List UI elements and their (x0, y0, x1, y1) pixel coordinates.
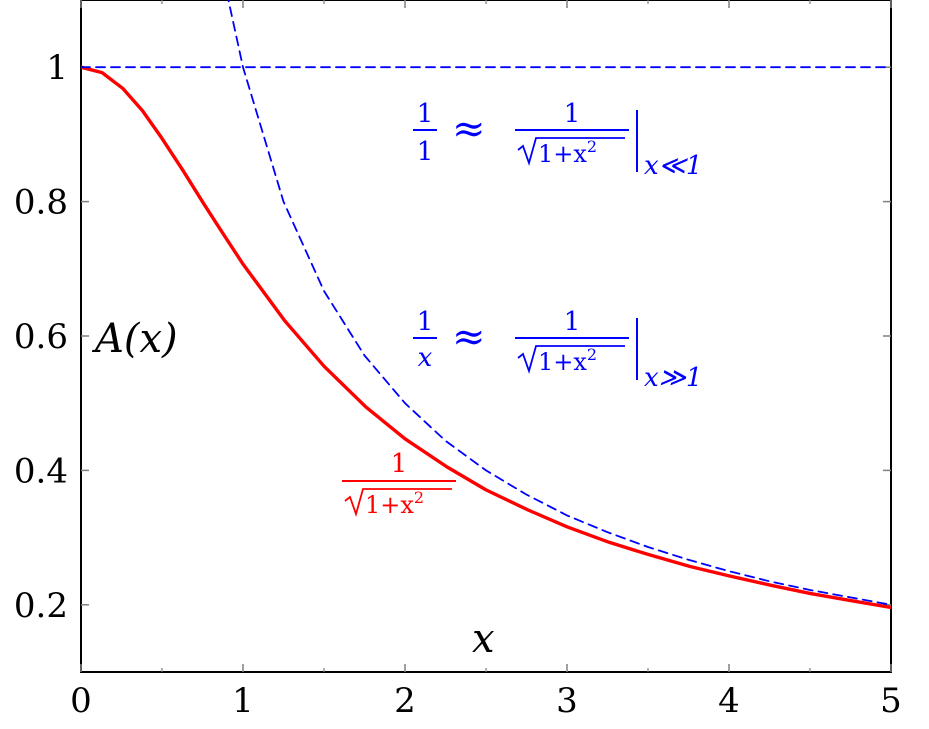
annotation-small-x: 1 1 ≈ 1 1+x2 x≪1 (413, 99, 702, 181)
y-tick-label-1: 0.4 (14, 451, 68, 491)
x-tick-label-2: 2 (394, 681, 416, 721)
small-x-approx: ≈ (452, 106, 486, 152)
y-axis-label: A(x) (91, 316, 178, 362)
large-x-rhs-numerator: 1 (564, 307, 581, 337)
small-x-subscript: x≪1 (644, 151, 702, 181)
tick-labels: 0 1 2 3 4 5 0.2 0.4 0.6 0.8 1 (14, 48, 902, 721)
x-axis-label: x (472, 616, 495, 662)
large-x-approx: ≈ (452, 314, 486, 360)
x-tick-label-1: 1 (232, 681, 254, 721)
small-x-lhs-numerator: 1 (417, 99, 434, 129)
large-x-rhs-denominator: 1+x2 (538, 345, 597, 376)
large-x-lhs-numerator: 1 (417, 307, 434, 337)
x-tick-label-0: 0 (70, 681, 92, 721)
small-x-rhs-denominator: 1+x2 (538, 137, 597, 168)
small-x-rhs-numerator: 1 (564, 99, 581, 129)
y-tick-label-4: 1 (46, 48, 68, 88)
x-tick-label-4: 4 (718, 681, 740, 721)
series-line-1 (227, 0, 891, 606)
y-tick-label-2: 0.6 (14, 317, 68, 357)
large-x-lhs-denominator: x (418, 343, 433, 373)
large-x-subscript: x≫1 (644, 363, 702, 393)
series-line-0 (81, 65, 891, 610)
small-x-sqrt-sign (517, 137, 625, 166)
annotation-large-x: 1 x ≈ 1 1+x2 x≫1 (413, 307, 702, 393)
x-tick-label-5: 5 (880, 681, 902, 721)
y-tick-label-3: 0.8 (14, 183, 68, 223)
x-tick-label-3: 3 (556, 681, 578, 721)
curve-label-sqrt-sign (344, 488, 452, 517)
plot-frame (80, 0, 892, 673)
tick-marks (80, 0, 892, 672)
small-x-lhs-denominator: 1 (417, 137, 434, 167)
annotation-curve: 1 1+x2 (342, 449, 456, 519)
series-group (81, 0, 891, 610)
large-x-sqrt-sign (517, 345, 625, 374)
y-tick-label-0: 0.2 (14, 586, 68, 626)
curve-label-denominator: 1+x2 (365, 488, 424, 519)
curve-label-numerator: 1 (391, 449, 408, 479)
